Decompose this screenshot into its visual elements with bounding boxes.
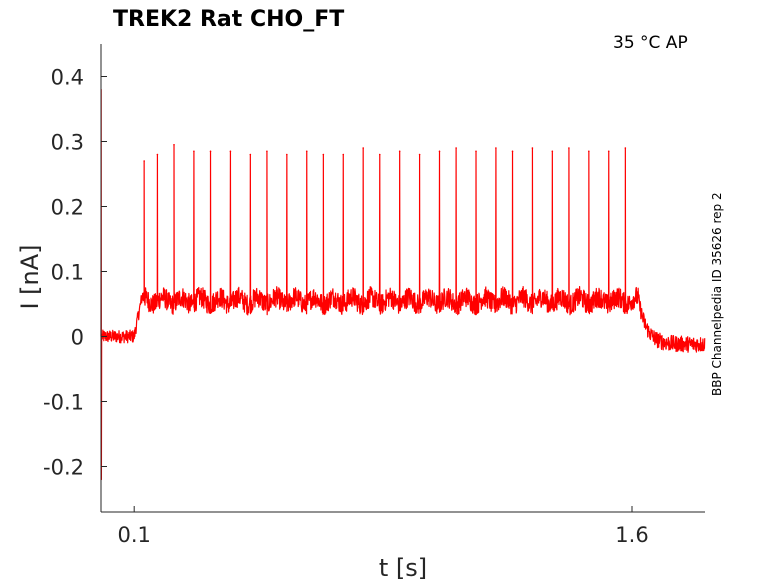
x-tick-label: 1.6 — [615, 523, 648, 547]
y-tick-label: 0.4 — [51, 66, 84, 90]
spike-peak-point — [156, 153, 159, 156]
spike-peak-point — [209, 150, 212, 153]
spike-peak-point — [322, 153, 325, 156]
spike-peak-point — [342, 153, 345, 156]
spike-peak-point — [531, 147, 534, 149]
spike-peak-point — [362, 147, 364, 149]
x-tick-label: 0.1 — [117, 523, 150, 547]
spike-peak-point — [568, 147, 570, 149]
y-axis-title: I [nA] — [16, 244, 44, 309]
spike-peak-point — [398, 150, 401, 153]
spike-peak-point — [378, 153, 381, 156]
spike-peak-point — [551, 150, 554, 153]
spike-peak-point — [438, 150, 441, 153]
chart-title: TREK2 Rat CHO_FT — [113, 7, 344, 32]
spike-peak-point — [624, 147, 627, 149]
y-tick-label: 0 — [71, 326, 84, 350]
x-axis-title: t [s] — [379, 554, 427, 582]
spike-peak-point — [143, 160, 145, 162]
plot-area — [100, 88, 706, 481]
y-tick-label: -0.1 — [43, 391, 84, 415]
spike-peak-point — [455, 147, 457, 149]
temperature-annotation: 35 °C AP — [613, 33, 688, 53]
spike-peak-point — [607, 150, 610, 153]
y-tick-label: 0.3 — [51, 131, 84, 155]
side-label: BBP Channelpedia ID 35626 rep 2 — [710, 192, 724, 396]
spike-peak-point — [266, 150, 268, 153]
spike-peak-point — [588, 150, 590, 153]
x-ticks: 0.1 1.6 — [117, 506, 649, 547]
spike-peak-point — [475, 150, 477, 153]
spike-peak-point — [193, 150, 195, 153]
spike-peak-point — [286, 153, 288, 156]
current-trace-line — [100, 88, 706, 481]
y-tick-label: 0.1 — [51, 261, 84, 285]
spike-peak-point — [495, 147, 497, 149]
y-ticks: 0.4 0.3 0.2 0.1 0 -0.1 -0.2 — [43, 66, 107, 480]
axes: 0.4 0.3 0.2 0.1 0 -0.1 -0.2 0.1 1.6 — [43, 44, 705, 547]
y-tick-label: -0.2 — [43, 456, 84, 480]
spike-peak-point — [418, 153, 421, 156]
spike-peak-point — [229, 150, 232, 153]
spike-peak-point — [305, 150, 308, 153]
spike-peak-point — [249, 153, 252, 156]
spike-peak-point — [173, 143, 175, 146]
y-tick-label: 0.2 — [51, 196, 84, 220]
spike-peak-point — [511, 150, 514, 153]
